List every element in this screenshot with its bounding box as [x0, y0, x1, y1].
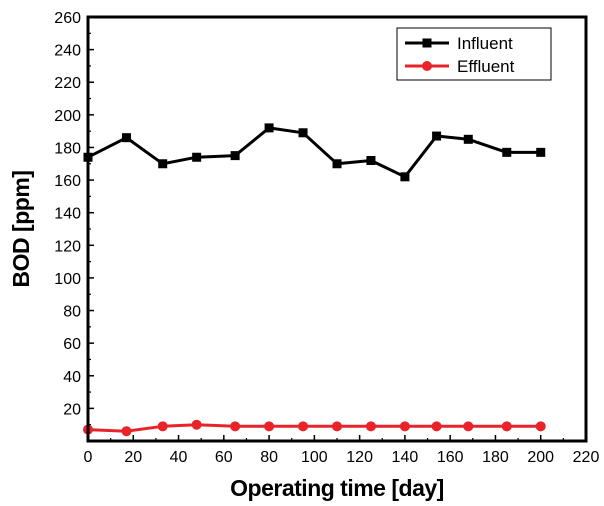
- y-tick-label: 140: [54, 206, 81, 223]
- x-tick-label: 200: [527, 449, 554, 466]
- legend-marker-influent: [422, 38, 432, 48]
- legend-marker-effluent: [422, 61, 432, 71]
- x-tick-label: 220: [573, 449, 600, 466]
- legend-label-influent: Influent: [457, 34, 513, 53]
- data-point-influent: [463, 134, 473, 144]
- y-tick-label: 200: [54, 108, 81, 125]
- x-tick-label: 0: [84, 449, 93, 466]
- x-tick-label: 60: [215, 449, 233, 466]
- axis-ticks: 0 20 40 60 80 100 120 140 160 180 200 220 20 40 60 80 10…: [54, 10, 599, 466]
- series-line-influent: [87, 126, 541, 179]
- data-point-effluent: [230, 421, 241, 432]
- data-point-influent: [264, 123, 274, 133]
- data-point-effluent: [191, 419, 202, 430]
- data-point-influent: [298, 128, 308, 138]
- legend: Influent Effluent: [396, 27, 552, 81]
- data-point-effluent: [121, 426, 132, 437]
- data-point-effluent: [431, 421, 442, 432]
- x-tick-label: 100: [301, 449, 328, 466]
- y-tick-label: 260: [54, 10, 81, 27]
- data-point-influent: [230, 151, 240, 161]
- y-tick-label: 240: [54, 43, 81, 60]
- y-axis-title: BOD [ppm]: [8, 171, 34, 288]
- x-axis-title: Operating time [day]: [230, 475, 444, 501]
- x-tick-label: 20: [124, 449, 142, 466]
- x-tick-label: 140: [392, 449, 419, 466]
- series-line-effluent: [87, 423, 541, 433]
- x-tick-label: 120: [346, 449, 373, 466]
- data-point-influent: [158, 159, 168, 169]
- data-point-effluent: [298, 421, 309, 432]
- data-point-influent: [432, 131, 442, 141]
- y-tick-label: 40: [63, 369, 81, 386]
- data-point-effluent: [332, 421, 342, 432]
- legend-box: [396, 27, 552, 81]
- legend-label-effluent: Effluent: [457, 57, 515, 76]
- y-tick-label: 180: [54, 140, 81, 157]
- data-point-influent: [121, 133, 131, 143]
- plot-area-frame: [86, 15, 588, 443]
- data-point-influent: [400, 172, 410, 182]
- data-point-effluent: [264, 421, 275, 432]
- x-tick-label: 160: [437, 449, 464, 466]
- data-point-effluent: [365, 421, 376, 432]
- y-tick-label: 160: [54, 173, 81, 190]
- data-point-effluent: [501, 421, 512, 432]
- data-point-effluent: [399, 421, 410, 432]
- x-tick-label: 40: [170, 449, 188, 466]
- y-tick-label: 60: [63, 336, 81, 353]
- y-tick-label: 20: [63, 401, 81, 418]
- series-layer: [83, 123, 546, 437]
- data-point-influent: [332, 159, 342, 169]
- data-point-effluent: [463, 421, 474, 432]
- data-point-effluent: [535, 421, 546, 432]
- data-point-influent: [536, 147, 546, 157]
- y-tick-label: 220: [54, 75, 81, 92]
- data-point-influent: [502, 147, 512, 157]
- x-tick-label: 80: [260, 449, 278, 466]
- y-tick-label: 120: [54, 238, 81, 255]
- y-tick-label: 80: [63, 304, 81, 321]
- x-tick-label: 180: [482, 449, 509, 466]
- data-point-effluent: [157, 421, 168, 432]
- data-point-influent: [192, 152, 202, 162]
- y-tick-label: 100: [54, 271, 81, 288]
- data-point-influent: [366, 156, 376, 166]
